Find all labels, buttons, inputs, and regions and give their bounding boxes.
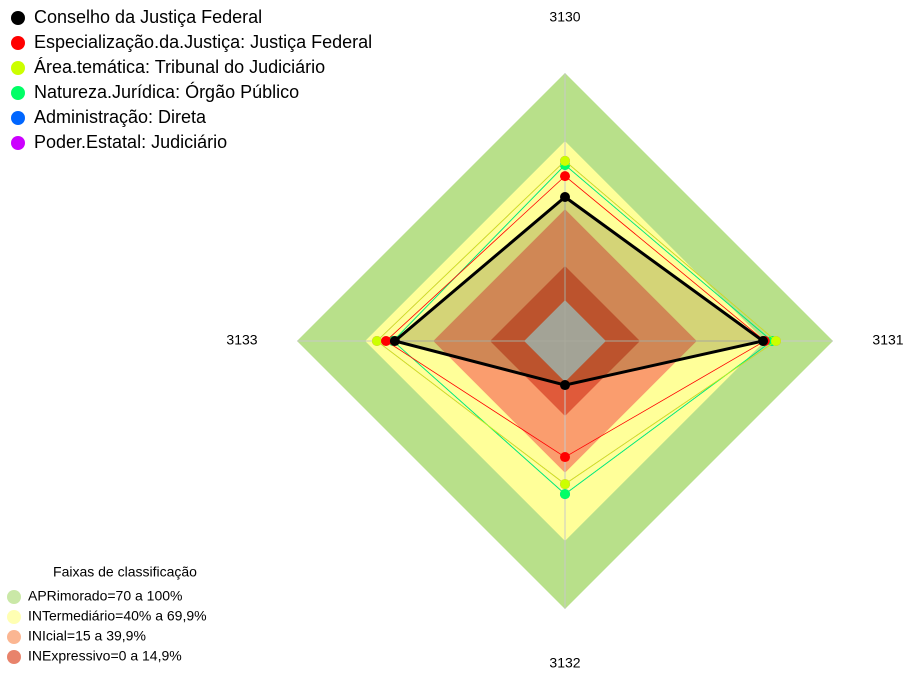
band-legend-label: INExpressivo=0 a 14,9% (28, 648, 182, 664)
legend-marker (11, 86, 25, 100)
data-point (758, 336, 769, 346)
data-point (770, 336, 781, 346)
band-legend-label: APRimorado=70 a 100% (28, 588, 183, 604)
band-legend-marker (7, 630, 21, 644)
bands-legend-title: Faixas de classificação (53, 564, 197, 580)
data-point (560, 171, 570, 182)
band-legend-marker (7, 650, 21, 664)
data-point (389, 336, 400, 346)
legend-label: Área.temática: Tribunal do Judiciário (34, 57, 325, 77)
legend-label: Administração: Direta (34, 107, 207, 127)
legend-marker (11, 136, 25, 150)
band-legend-marker (7, 590, 21, 604)
data-point (560, 380, 570, 391)
data-point (560, 479, 570, 490)
band-legend-marker (7, 610, 21, 624)
band-legend-label: INIcial=15 a 39,9% (28, 628, 146, 644)
data-point (560, 155, 570, 166)
axis-label: 3132 (549, 655, 580, 671)
axis-label: 3133 (226, 332, 257, 348)
legend-marker (11, 11, 25, 25)
data-point (371, 336, 382, 346)
axis-label: 3130 (549, 9, 580, 25)
data-point (560, 489, 570, 500)
legend-label: Especialização.da.Justiça: Justiça Feder… (34, 32, 372, 52)
legend-marker (11, 36, 25, 50)
legend-marker (11, 111, 25, 125)
legend-label: Natureza.Jurídica: Órgão Público (34, 81, 299, 102)
band-legend-label: INTermediário=40% a 69,9% (28, 608, 207, 624)
axis-label: 3131 (872, 332, 903, 348)
data-point (560, 452, 570, 463)
data-point (381, 336, 392, 346)
legend-label: Conselho da Justiça Federal (34, 7, 262, 27)
legend-marker (11, 61, 25, 75)
legend-label: Poder.Estatal: Judiciário (34, 132, 227, 152)
data-point (560, 192, 570, 203)
